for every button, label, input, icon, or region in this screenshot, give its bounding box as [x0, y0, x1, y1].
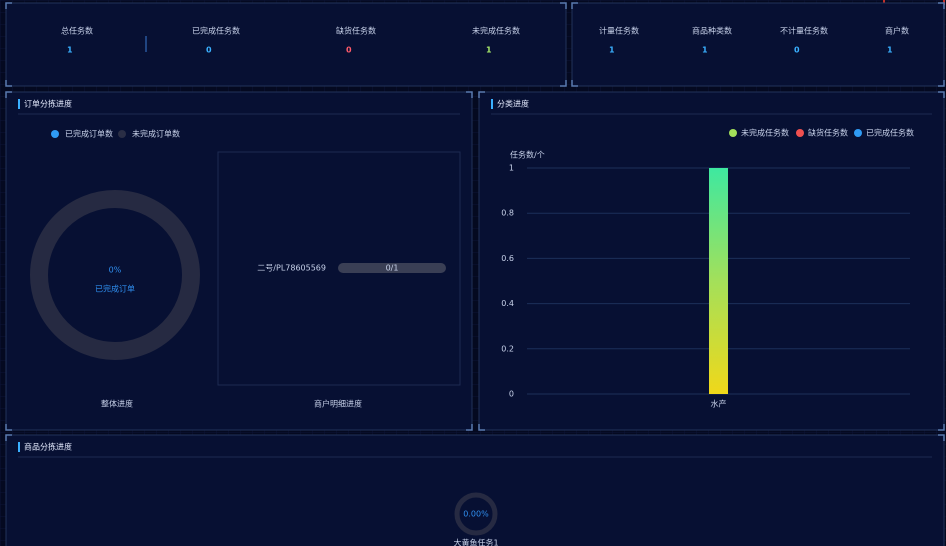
center-caption: 已完成订单	[95, 284, 135, 294]
item-name: 大黄鱼任务1	[453, 538, 498, 546]
stat-label: 已完成任务数	[192, 26, 240, 36]
bar	[709, 168, 728, 394]
percent-label: 0%	[109, 266, 122, 275]
stat-value: 0	[794, 46, 800, 55]
title-marker	[491, 99, 493, 109]
title-marker	[18, 442, 20, 452]
panel-title: 商品分拣进度	[24, 442, 72, 452]
stat-value: 1	[67, 46, 73, 55]
progress-track	[338, 263, 446, 273]
x-tick-label: 水产	[711, 399, 727, 409]
y-tick-label: 0.2	[501, 344, 514, 353]
legend-dot	[51, 130, 59, 138]
stat-label: 计量任务数	[599, 26, 639, 36]
panel-corner	[466, 424, 473, 431]
legend-label: 未完成订单数	[132, 129, 180, 139]
legend-label: 未完成任务数	[741, 128, 789, 138]
y-tick-label: 0.8	[501, 209, 514, 218]
panel-title: 订单分拣进度	[24, 99, 72, 109]
legend-dot	[854, 129, 862, 137]
stat-value: 1	[887, 46, 893, 55]
panel-corner	[5, 2, 12, 9]
panel	[571, 2, 945, 87]
legend-label: 缺货任务数	[808, 128, 848, 138]
panel-corner	[571, 2, 578, 9]
stat-label: 商户数	[885, 26, 909, 36]
panel	[5, 434, 945, 546]
stat-label: 不计量任务数	[780, 26, 828, 36]
legend-dot	[729, 129, 737, 137]
panel-corner	[938, 80, 945, 87]
stat-label: 未完成任务数	[472, 26, 520, 36]
stat-label: 缺货任务数	[336, 26, 376, 36]
stat-value: 1	[702, 46, 708, 55]
y-axis-label: 任务数/个	[510, 150, 545, 160]
panel-corner	[560, 2, 567, 9]
legend-dot	[118, 130, 126, 138]
panel-corner	[938, 424, 945, 431]
y-tick-label: 0	[509, 390, 514, 399]
panel-corner	[478, 91, 485, 98]
y-tick-label: 0.4	[501, 299, 514, 308]
panel-corner	[571, 80, 578, 87]
merchant-name: 二号/PL78605569	[257, 264, 326, 273]
stat-value: 0	[346, 46, 352, 55]
caption: 商户明细进度	[314, 399, 362, 409]
title-marker	[18, 99, 20, 109]
stat-label: 总任务数	[61, 26, 93, 36]
stat-value: 0	[206, 46, 212, 55]
panel	[5, 91, 473, 431]
panel-corner	[938, 434, 945, 441]
panel-corner	[5, 91, 12, 98]
legend-label: 已完成任务数	[866, 128, 914, 138]
item-ring	[454, 492, 498, 536]
panel	[5, 2, 567, 87]
panel-corner	[478, 424, 485, 431]
stat-label: 商品种类数	[692, 26, 732, 36]
legend-dot	[796, 129, 804, 137]
panel-corner	[938, 2, 945, 9]
panel-title: 分类进度	[497, 99, 529, 109]
panel-corner	[938, 91, 945, 98]
detail-box	[217, 151, 461, 386]
panel-corner	[5, 424, 12, 431]
y-tick-label: 1	[509, 164, 514, 173]
panel-corner	[466, 91, 473, 98]
stat-value: 1	[486, 46, 492, 55]
panel-corner	[5, 434, 12, 441]
legend-label: 已完成订单数	[65, 129, 113, 139]
panel-corner	[560, 80, 567, 87]
panel-corner	[5, 80, 12, 87]
y-tick-label: 0.6	[501, 254, 514, 263]
stat-value: 1	[609, 46, 615, 55]
progress-label: 0/1	[386, 264, 399, 273]
progress-ring	[30, 190, 200, 360]
item-percent: 0.00%	[463, 510, 489, 519]
caption: 整体进度	[101, 399, 133, 409]
